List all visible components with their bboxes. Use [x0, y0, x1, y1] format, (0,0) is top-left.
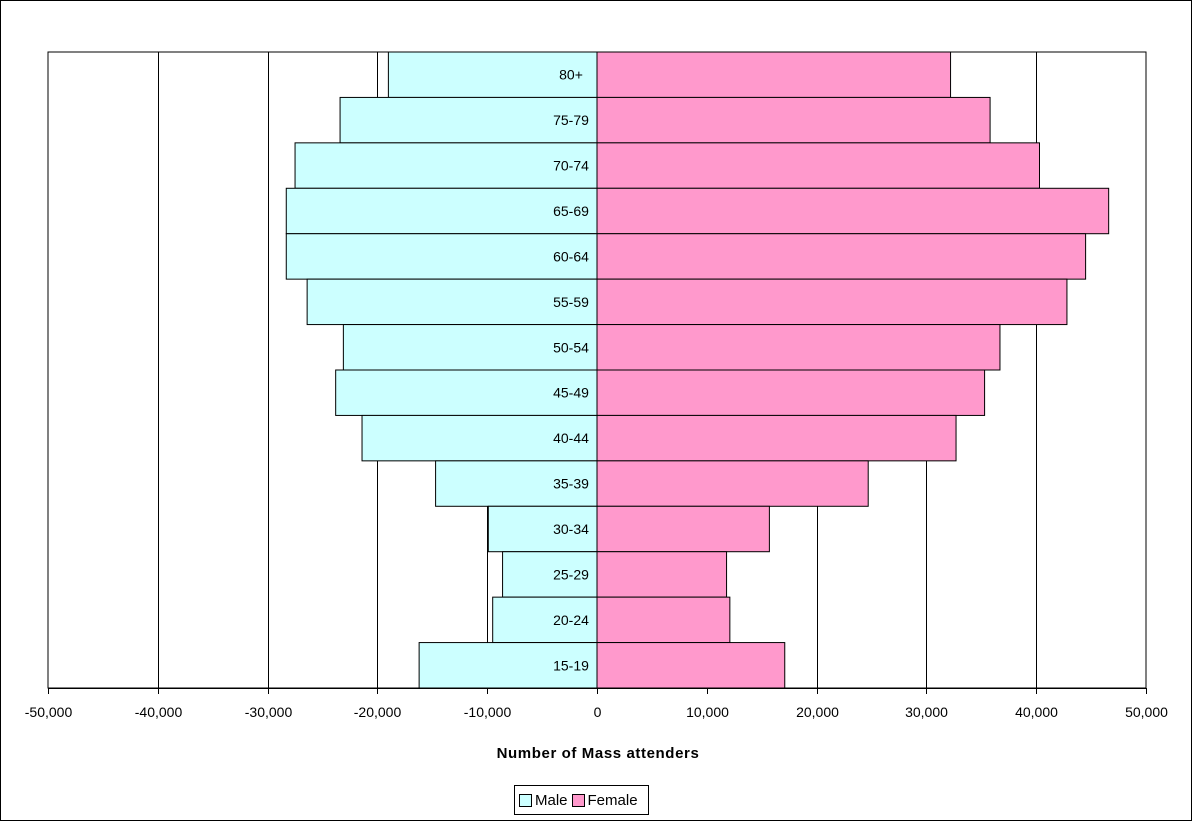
legend: Male Female	[514, 785, 649, 815]
bar-male-5	[306, 278, 598, 326]
x-tick-label-3: -20,000	[354, 704, 402, 720]
bar-male-7	[335, 369, 598, 416]
bar-female-9	[596, 460, 869, 507]
bar-male-3	[285, 187, 598, 235]
bar-male-13	[418, 642, 598, 689]
category-label-4: 60-64	[553, 248, 589, 264]
bar-male-12	[492, 596, 598, 644]
bar-female-2	[596, 142, 1040, 189]
bar-female-11	[596, 551, 728, 598]
bar-male-2	[294, 142, 598, 189]
x-tick-label-0: -50,000	[25, 704, 73, 720]
x-tick-label-1: -40,000	[135, 704, 183, 720]
legend-label-male: Male	[535, 791, 568, 809]
category-label-3: 65-69	[553, 203, 589, 219]
bar-female-10	[596, 505, 770, 553]
x-tick-label-5: 0	[594, 704, 602, 720]
category-labels: 80+ 75-79 70-74 65-69 60-64 55-59 50-54 45-49 40…	[553, 67, 589, 674]
category-label-6: 50-54	[553, 339, 589, 355]
category-label-1: 75-79	[553, 112, 589, 128]
category-label-10: 30-34	[553, 521, 589, 537]
bar-female-4	[596, 233, 1087, 280]
bar-female-3	[596, 187, 1110, 235]
legend-item-female: Female	[571, 791, 638, 809]
x-tick-label-8: 30,000	[905, 704, 948, 720]
category-label-13: 15-19	[553, 657, 589, 673]
category-label-12: 20-24	[553, 612, 589, 628]
x-tick-label-2: -30,000	[245, 704, 293, 720]
legend-swatch-female	[571, 793, 585, 807]
x-axis-title: Number of Mass attenders	[497, 745, 700, 762]
category-label-2: 70-74	[553, 158, 589, 174]
x-tick-label-10: 50,000	[1125, 704, 1168, 720]
legend-swatch-male	[519, 793, 532, 807]
bar-male-8	[361, 414, 598, 462]
bar-male-4	[285, 233, 598, 280]
bar-male-11	[502, 551, 598, 598]
bar-male-6	[342, 324, 598, 371]
category-label-9: 35-39	[553, 476, 589, 492]
bar-male-10	[487, 505, 598, 553]
bar-female-8	[596, 414, 957, 462]
category-label-5: 55-59	[553, 294, 589, 310]
bar-female-0	[596, 51, 952, 98]
bar-female-1	[596, 96, 991, 144]
category-label-8: 40-44	[553, 430, 589, 446]
bar-female-13	[596, 642, 786, 689]
x-tick-label-4: -10,000	[464, 704, 512, 720]
bar-female-7	[596, 369, 986, 416]
bar-female-5	[596, 278, 1068, 326]
bar-female-6	[596, 324, 1001, 371]
x-axis: -50,000 -40,000 -30,000 -20,000 -10,000 0 10,0…	[25, 688, 1168, 720]
legend-label-female: Female	[587, 791, 638, 809]
category-label-7: 45-49	[553, 385, 589, 401]
x-tick-label-6: 10,000	[686, 704, 729, 720]
legend-item-male: Male	[519, 792, 568, 809]
category-label-11: 25-29	[553, 566, 589, 582]
x-tick-label-7: 20,000	[796, 704, 839, 720]
x-tick-label-9: 40,000	[1015, 704, 1058, 720]
bars	[285, 51, 1110, 689]
bar-female-12	[596, 596, 731, 644]
category-label-0: 80+	[559, 67, 583, 83]
